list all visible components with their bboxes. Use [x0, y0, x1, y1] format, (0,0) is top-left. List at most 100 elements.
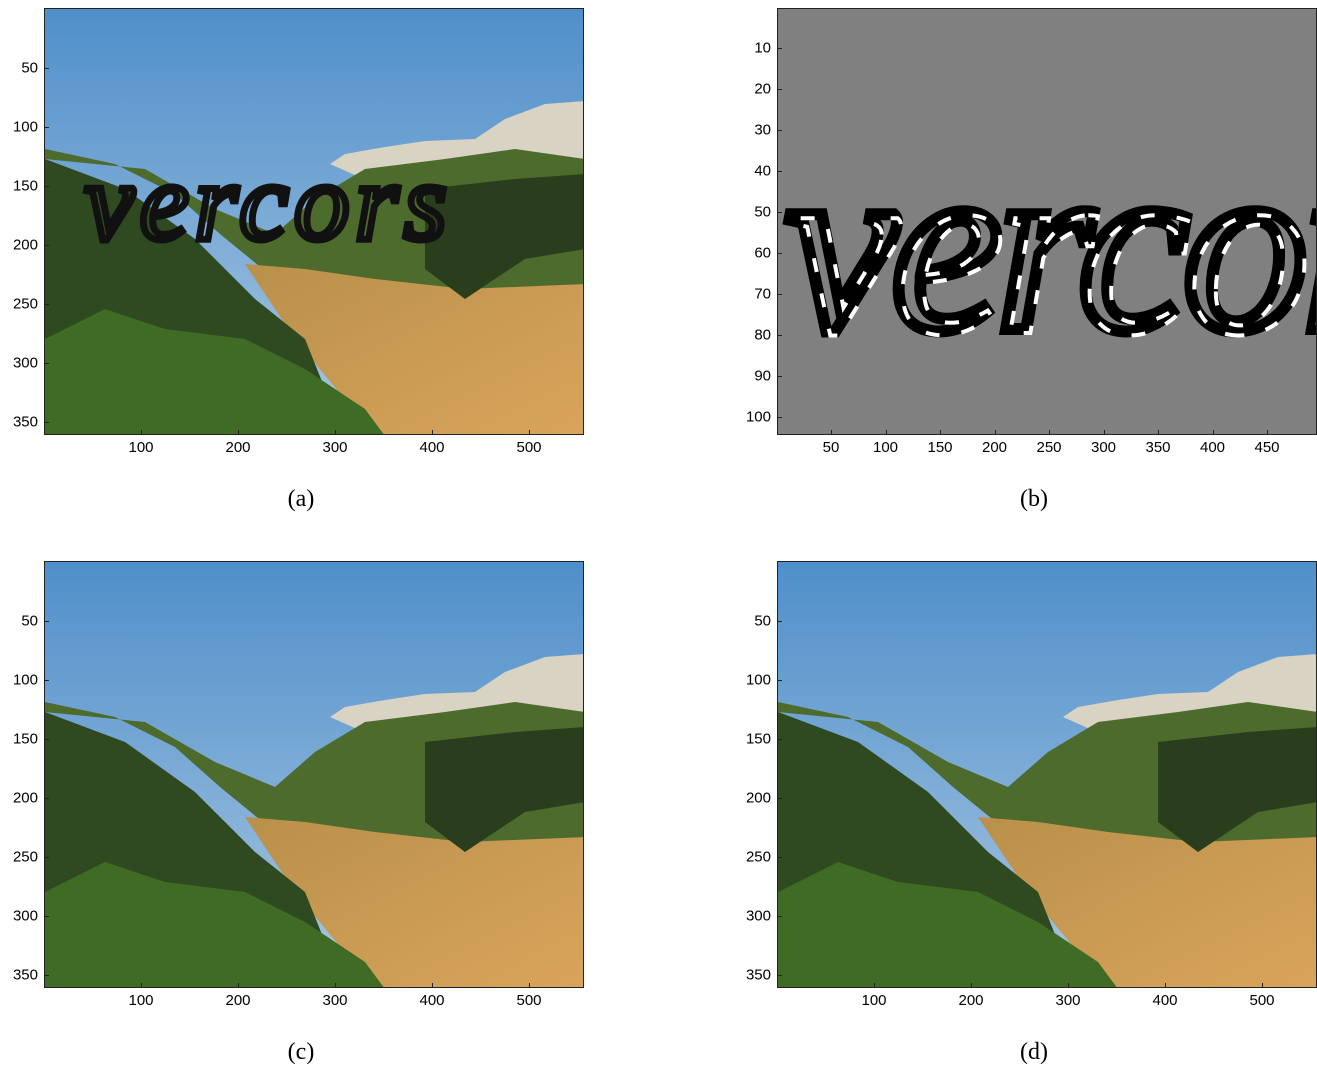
- overlay-text-a: vercors: [85, 141, 453, 263]
- x-tick-label: 400: [419, 439, 445, 456]
- panel-d-image: [777, 561, 1317, 988]
- x-tick-mark: [432, 983, 433, 988]
- y-tick-mark: [777, 376, 782, 377]
- y-tick-label: 10: [754, 39, 771, 57]
- x-tick-label: 50: [822, 439, 840, 456]
- y-tick-mark: [777, 212, 782, 213]
- x-tick-mark: [940, 430, 941, 435]
- x-tick-label: 450: [1254, 439, 1280, 456]
- x-tick-label: 200: [981, 439, 1008, 456]
- y-tick-mark: [44, 680, 49, 681]
- x-tick-mark: [994, 430, 996, 435]
- y-tick-label: 350: [12, 413, 38, 431]
- y-tick-mark: [44, 975, 49, 976]
- mask-text-b-white: vercors: [790, 111, 1317, 388]
- y-tick-label: 100: [12, 118, 38, 136]
- x-tick-label: 400: [419, 992, 445, 1009]
- y-tick-mark: [777, 857, 782, 858]
- y-tick-mark: [44, 422, 49, 423]
- y-tick-mark: [44, 127, 49, 128]
- x-tick-mark: [971, 983, 972, 988]
- y-tick-label: 250: [12, 848, 38, 866]
- x-tick-mark: [529, 983, 530, 988]
- y-tick-label: 100: [12, 671, 38, 689]
- x-tick-label: 500: [1249, 992, 1275, 1009]
- landscape-image-a: vercors: [45, 9, 583, 434]
- landscape-image-d: [778, 562, 1316, 987]
- y-tick-label: 80: [754, 326, 771, 344]
- mask-image-b: vercors vercors: [778, 9, 1317, 434]
- x-tick-mark: [1212, 430, 1214, 435]
- y-tick-mark: [777, 916, 782, 917]
- y-tick-mark: [44, 739, 49, 740]
- caption-a: (a): [287, 486, 315, 512]
- y-tick-label: 60: [754, 244, 771, 262]
- y-tick-mark: [777, 798, 782, 799]
- panel-b-mask: vercors vercors: [777, 8, 1317, 435]
- y-tick-label: 350: [745, 966, 771, 984]
- x-tick-label: 100: [128, 992, 154, 1009]
- y-tick-mark: [777, 253, 782, 254]
- x-tick-mark: [885, 430, 887, 435]
- x-tick-mark: [238, 430, 239, 435]
- x-tick-mark: [1262, 983, 1263, 988]
- x-tick-mark: [432, 430, 433, 435]
- y-tick-label: 30: [754, 121, 771, 139]
- y-tick-label: 150: [12, 177, 38, 195]
- y-tick-label: 200: [12, 789, 38, 807]
- x-tick-label: 200: [225, 439, 251, 456]
- y-tick-label: 100: [745, 671, 771, 689]
- panel-a-image: vercors: [44, 8, 584, 435]
- y-tick-label: 50: [754, 612, 771, 630]
- y-tick-label: 50: [21, 612, 38, 630]
- y-tick-label: 20: [754, 80, 771, 98]
- y-tick-label: 100: [745, 408, 771, 426]
- y-tick-mark: [777, 975, 782, 976]
- x-tick-mark: [141, 983, 142, 988]
- x-tick-label: 100: [861, 992, 887, 1009]
- y-tick-label: 300: [12, 354, 38, 372]
- x-tick-mark: [1267, 430, 1268, 435]
- x-tick-label: 300: [1055, 992, 1081, 1009]
- caption-d: (d): [1020, 1039, 1048, 1065]
- x-tick-label: 500: [516, 992, 542, 1009]
- y-tick-label: 200: [745, 789, 771, 807]
- y-tick-label: 150: [12, 730, 38, 748]
- y-tick-label: 70: [754, 285, 771, 303]
- x-tick-label: 150: [927, 439, 953, 456]
- x-tick-label: 300: [1090, 439, 1117, 456]
- x-tick-label: 200: [958, 992, 984, 1009]
- y-tick-label: 300: [745, 907, 771, 925]
- y-tick-mark: [44, 245, 49, 246]
- y-tick-mark: [777, 48, 782, 49]
- y-tick-mark: [777, 130, 782, 131]
- x-tick-mark: [335, 983, 336, 988]
- y-tick-label: 40: [754, 162, 771, 180]
- x-tick-mark: [529, 430, 530, 435]
- y-tick-mark: [777, 417, 782, 418]
- x-tick-label: 200: [225, 992, 251, 1009]
- y-tick-label: 50: [21, 59, 38, 77]
- x-tick-label: 250: [1036, 439, 1062, 456]
- mask-text-b: vercors: [786, 107, 1317, 384]
- y-tick-mark: [777, 294, 782, 295]
- y-tick-label: 300: [12, 907, 38, 925]
- y-tick-label: 350: [12, 966, 38, 984]
- y-tick-mark: [44, 798, 49, 799]
- y-tick-label: 50: [754, 203, 771, 221]
- x-tick-label: 100: [128, 439, 154, 456]
- x-tick-mark: [1049, 430, 1050, 435]
- x-tick-label: 400: [1152, 992, 1178, 1009]
- x-tick-label: 300: [322, 992, 348, 1009]
- y-tick-mark: [44, 916, 49, 917]
- y-tick-mark: [777, 680, 782, 681]
- x-tick-mark: [1068, 983, 1069, 988]
- y-tick-label: 250: [12, 295, 38, 313]
- y-tick-mark: [777, 621, 782, 622]
- panel-c-image: [44, 561, 584, 988]
- x-tick-mark: [141, 430, 142, 435]
- y-tick-label: 250: [745, 848, 771, 866]
- y-tick-mark: [44, 621, 49, 622]
- y-tick-mark: [777, 89, 782, 90]
- x-tick-label: 400: [1199, 439, 1226, 456]
